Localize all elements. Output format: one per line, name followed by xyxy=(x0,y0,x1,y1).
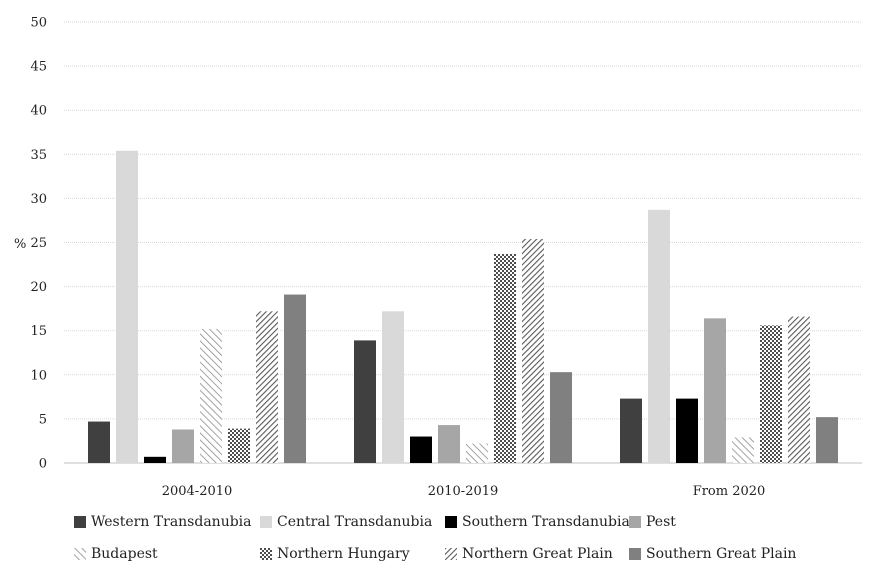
legend-item: Budapest xyxy=(74,546,158,562)
legend-label: Southern Great Plain xyxy=(646,546,797,562)
legend-swatch-fill xyxy=(629,516,641,528)
legend-label: Southern Transdanubia xyxy=(462,514,630,530)
legend-label: Budapest xyxy=(91,546,158,562)
y-tick-label: 10 xyxy=(30,368,47,383)
legend-swatch-fill xyxy=(445,548,457,560)
legend-swatch-fill xyxy=(629,548,641,560)
y-tick-label: 50 xyxy=(30,16,47,31)
y-tick-label: 25 xyxy=(30,236,47,251)
legend-item: Pest xyxy=(629,514,676,530)
bar-western-transdanubia-1 xyxy=(354,340,376,463)
y-axis-title: % xyxy=(14,237,26,252)
gridlines xyxy=(64,21,862,464)
bar-northern-hungary-0 xyxy=(228,428,250,463)
legend-swatch-fill xyxy=(260,548,272,560)
bar-southern-great-plain-1 xyxy=(550,372,572,463)
legend-label: Central Transdanubia xyxy=(277,514,433,530)
legend-label: Western Transdanubia xyxy=(91,514,252,530)
legend-swatch xyxy=(74,548,86,560)
legend-swatch xyxy=(260,516,272,528)
legend-item: Northern Hungary xyxy=(260,546,410,562)
legend-swatch xyxy=(629,548,641,560)
y-tick-label: 5 xyxy=(39,412,47,427)
y-tick-label: 40 xyxy=(30,104,47,119)
bar-budapest-1 xyxy=(466,443,488,463)
x-axis-labels: 2004-2010 2010-2019 From 2020 xyxy=(162,484,766,499)
legend-swatch xyxy=(629,516,641,528)
y-tick-label: 15 xyxy=(30,324,47,339)
bars xyxy=(88,150,838,463)
y-tick-label: 35 xyxy=(30,148,47,163)
legend-label: Northern Hungary xyxy=(277,546,410,562)
legend-label: Northern Great Plain xyxy=(462,546,613,562)
x-category-label: 2004-2010 xyxy=(162,484,233,499)
bar-southern-great-plain-2 xyxy=(816,417,838,463)
legend-swatch xyxy=(445,548,457,560)
legend-item: Central Transdanubia xyxy=(260,514,432,530)
bar-central-transdanubia-0 xyxy=(116,150,138,463)
y-tick-label: 20 xyxy=(30,280,47,295)
legend-label: Pest xyxy=(646,514,676,530)
bar-pest-1 xyxy=(438,425,460,463)
bar-budapest-2 xyxy=(732,437,754,463)
legend-swatch xyxy=(445,516,457,528)
bar-northern-hungary-1 xyxy=(494,253,516,463)
bar-pest-2 xyxy=(704,318,726,463)
bar-western-transdanubia-0 xyxy=(88,421,110,463)
bar-northern-hungary-2 xyxy=(760,325,782,463)
legend-swatch-fill xyxy=(74,548,86,560)
bar-southern-transdanubia-0 xyxy=(144,456,166,463)
bar-northern-great-plain-2 xyxy=(788,316,810,463)
legend-swatch-fill xyxy=(445,516,457,528)
bar-western-transdanubia-2 xyxy=(620,398,642,463)
legend-swatch xyxy=(260,548,272,560)
y-axis-ticks: 0 5 10 15 20 25 30 35 40 45 50 xyxy=(30,16,47,472)
bar-northern-great-plain-1 xyxy=(522,238,544,463)
bar-budapest-0 xyxy=(200,328,222,463)
x-category-label: From 2020 xyxy=(693,484,766,499)
bar-southern-transdanubia-1 xyxy=(410,436,432,463)
bar-central-transdanubia-2 xyxy=(648,209,670,463)
bar-southern-transdanubia-2 xyxy=(676,398,698,463)
x-category-label: 2010-2019 xyxy=(428,484,499,499)
y-tick-label: 0 xyxy=(39,457,47,472)
legend-item: Northern Great Plain xyxy=(445,546,613,562)
bar-pest-0 xyxy=(172,429,194,463)
bar-northern-great-plain-0 xyxy=(256,311,278,463)
legend-item: Southern Transdanubia xyxy=(445,514,630,530)
bar-southern-great-plain-0 xyxy=(284,294,306,463)
y-tick-label: 45 xyxy=(30,60,47,75)
legend-item: Southern Great Plain xyxy=(629,546,796,562)
y-tick-label: 30 xyxy=(30,192,47,207)
legend-item: Western Transdanubia xyxy=(74,514,252,530)
legend-swatch-fill xyxy=(260,516,272,528)
bar-central-transdanubia-1 xyxy=(382,311,404,463)
legend-swatch-fill xyxy=(74,516,86,528)
legend-swatch xyxy=(74,516,86,528)
